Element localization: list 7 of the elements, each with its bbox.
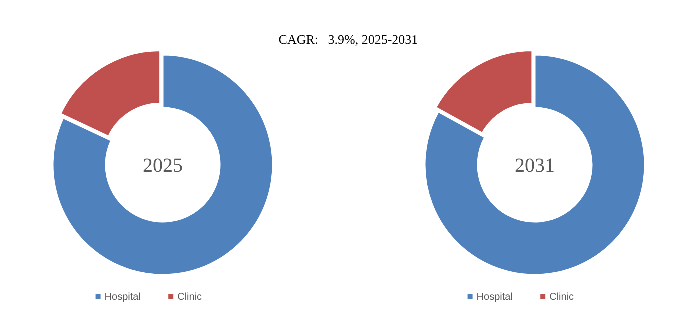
legend-label: Hospital bbox=[104, 292, 141, 303]
legend-label: Clinic bbox=[550, 292, 574, 303]
legend-label: Clinic bbox=[178, 292, 202, 303]
legend-label: Hospital bbox=[476, 292, 513, 303]
text: CAGR: 3.9%, 2025-2031 bbox=[278, 32, 418, 47]
text: 2031 bbox=[515, 155, 555, 177]
text: 2025 bbox=[143, 155, 183, 177]
